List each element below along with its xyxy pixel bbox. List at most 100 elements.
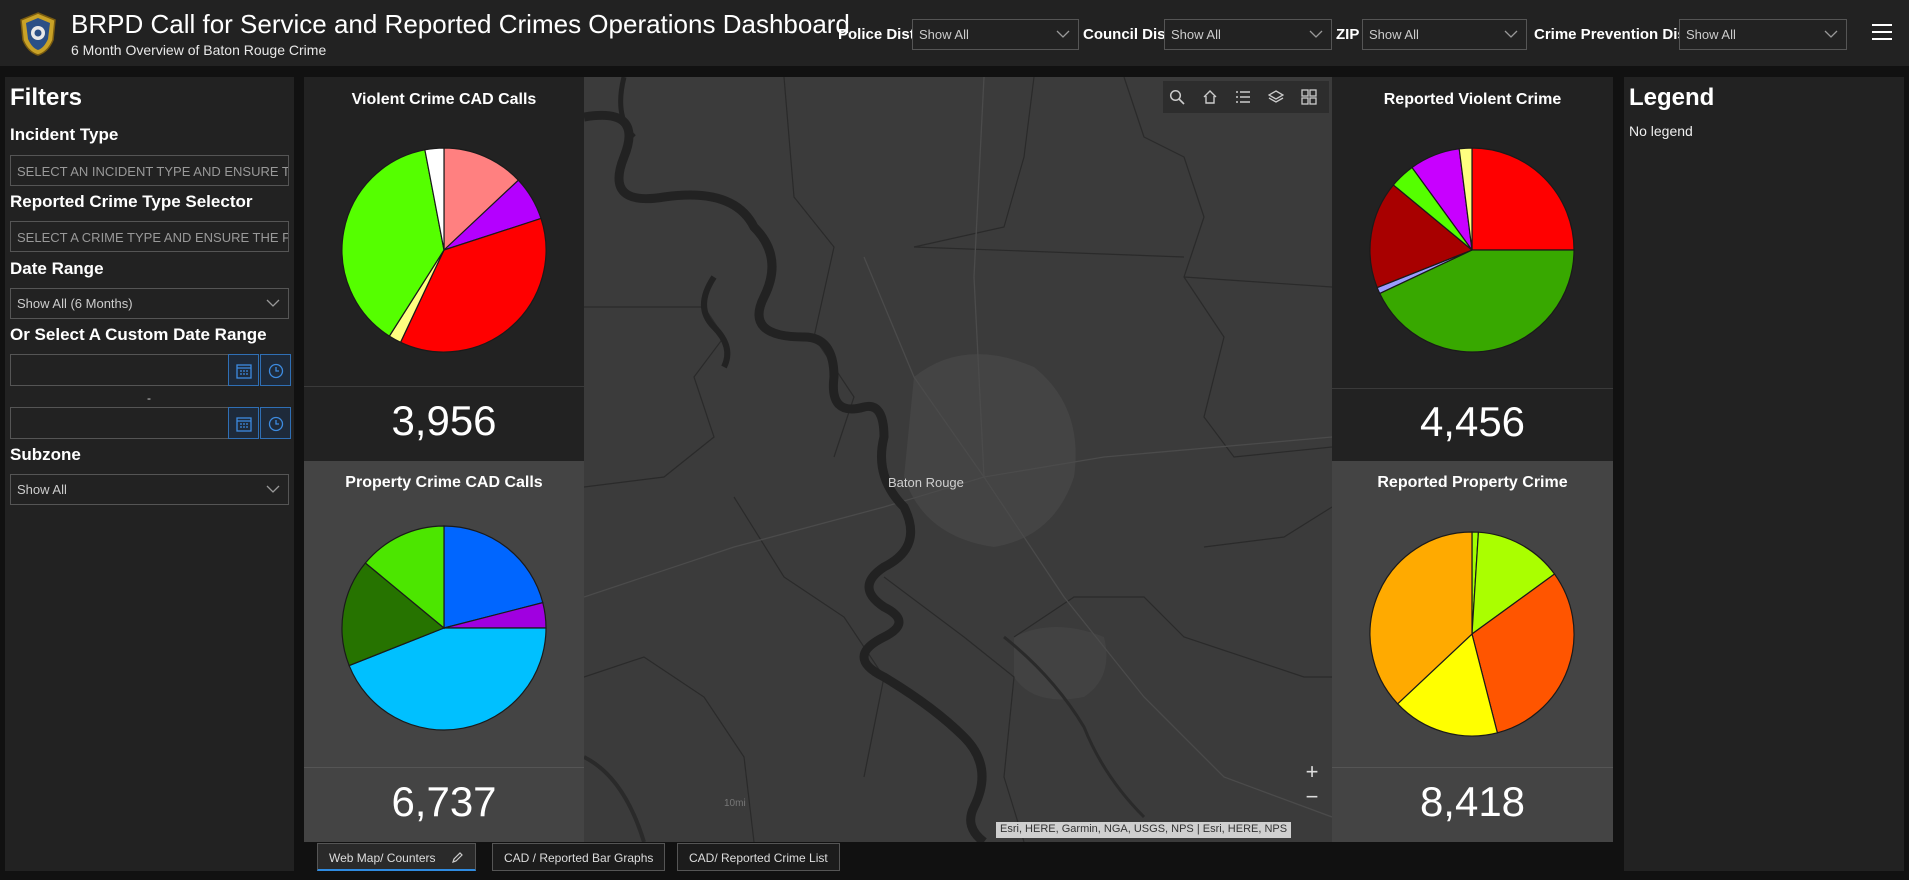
reported-violent-panel: Reported Violent Crime 4,456 [1332, 77, 1613, 461]
property-cad-count: 6,737 [391, 778, 497, 825]
subzone-label: Subzone [10, 445, 81, 464]
zoom-in-button[interactable]: + [1305, 759, 1319, 784]
tab-bar-graphs[interactable]: CAD / Reported Bar Graphs [492, 843, 666, 871]
end-calendar-button[interactable] [228, 407, 259, 439]
filters-title: Filters [10, 84, 83, 111]
pie-slice-3[interactable] [399, 217, 547, 353]
crime-prevention-dist-value: Show All [1686, 27, 1736, 42]
pie-slice-1[interactable] [443, 147, 520, 252]
pie-slice-7[interactable] [1458, 147, 1473, 251]
reported-violent-pie-chart [1369, 147, 1575, 353]
map-scale-label: 10mi [724, 798, 746, 809]
hamburger-menu-icon[interactable] [1872, 24, 1892, 42]
pie-slice-3[interactable] [1471, 573, 1575, 734]
end-date-input[interactable] [10, 407, 230, 439]
pencil-icon[interactable] [451, 851, 464, 864]
pie-slice-5[interactable] [364, 525, 445, 630]
chevron-down-icon [1504, 30, 1518, 38]
pie-slice-4[interactable] [1396, 632, 1499, 737]
zoom-out-button[interactable]: − [1305, 784, 1319, 809]
tab-web-map-counters[interactable]: Web Map/ Counters [317, 843, 476, 871]
calendar-icon [236, 417, 252, 432]
violent-cad-panel: Violent Crime CAD Calls 3,956 [304, 77, 584, 461]
legend-panel: Legend No legend [1624, 77, 1904, 871]
map-city-label: Baton Rouge [888, 475, 964, 490]
reported-violent-title: Reported Violent Crime [1383, 91, 1562, 108]
date-separator: - [147, 391, 151, 405]
council-dist-select[interactable]: Show All [1164, 19, 1332, 50]
council-dist-label: Council Dist [1083, 26, 1171, 43]
chevron-down-icon [266, 299, 280, 307]
police-dist-value: Show All [919, 27, 969, 42]
zip-label: ZIP [1336, 26, 1360, 43]
subzone-value: Show All [17, 482, 67, 497]
crime-prevention-dist-label: Crime Prevention Dist [1534, 26, 1691, 43]
page-title: BRPD Call for Service and Reported Crime… [71, 9, 850, 39]
chevron-down-icon [266, 485, 280, 493]
property-cad-title: Property Crime CAD Calls [345, 474, 543, 491]
home-icon[interactable] [1202, 89, 1218, 105]
pie-slice-5[interactable] [341, 149, 445, 337]
start-time-button[interactable] [260, 354, 291, 386]
end-time-button[interactable] [260, 407, 291, 439]
tab-label: CAD/ Reported Crime List [689, 851, 828, 865]
chevron-down-icon [1056, 30, 1070, 38]
clock-icon [268, 363, 284, 379]
reported-violent-count: 4,456 [1419, 398, 1526, 445]
date-range-label: Date Range [10, 259, 104, 278]
violent-cad-pie-chart [341, 147, 547, 353]
start-date-input[interactable] [10, 354, 230, 386]
search-icon[interactable] [1169, 89, 1185, 105]
map-attribution: Esri, HERE, Garmin, NGA, USGS, NPS | Esr… [996, 822, 1292, 838]
reported-property-panel: Reported Property Crime 8,418 [1332, 461, 1613, 842]
pie-slice-2[interactable] [1471, 531, 1556, 636]
incident-type-label: Incident Type [10, 125, 119, 144]
pie-slice-2[interactable] [1378, 249, 1575, 353]
reported-property-count: 8,418 [1419, 778, 1526, 825]
pie-slice-1[interactable] [443, 525, 544, 629]
layers-icon[interactable] [1268, 89, 1284, 105]
page-subtitle: 6 Month Overview of Baton Rouge Crime [71, 42, 327, 58]
property-cad-pie-chart [341, 525, 547, 731]
subzone-select[interactable]: Show All [10, 474, 289, 505]
council-dist-value: Show All [1171, 27, 1221, 42]
crime-prevention-dist-select[interactable]: Show All [1679, 19, 1847, 50]
zip-select[interactable]: Show All [1362, 19, 1527, 50]
map-basemap [584, 77, 1332, 842]
incident-type-input[interactable]: SELECT AN INCIDENT TYPE AND ENSURE T... [10, 155, 289, 186]
calendar-icon [236, 364, 252, 379]
filters-panel: Filters Incident Type SELECT AN INCIDENT… [5, 77, 294, 871]
pie-slice-4[interactable] [341, 562, 446, 667]
reported-property-pie-chart [1369, 531, 1575, 737]
zip-value: Show All [1369, 27, 1419, 42]
web-map[interactable]: Baton Rouge 10mi + − Esri, HERE, Garmin,… [584, 77, 1332, 842]
violent-cad-count: 3,956 [391, 397, 497, 444]
legend-empty-text: No legend [1629, 123, 1693, 139]
violent-cad-title: Violent Crime CAD Calls [351, 91, 537, 108]
pie-slice-6[interactable] [424, 147, 445, 251]
police-dist-select[interactable]: Show All [912, 19, 1079, 50]
header-bar: BRPD Call for Service and Reported Crime… [0, 0, 1909, 68]
clock-icon [268, 416, 284, 432]
chevron-down-icon [1824, 30, 1838, 38]
map-toolbar [1163, 81, 1329, 113]
date-range-select[interactable]: Show All (6 Months) [10, 288, 289, 319]
tab-crime-list[interactable]: CAD/ Reported Crime List [677, 843, 840, 871]
crime-type-label: Reported Crime Type Selector [10, 192, 253, 211]
reported-property-title: Reported Property Crime [1377, 474, 1568, 491]
pie-slice-1[interactable] [1471, 147, 1575, 251]
police-dist-label: Police Dist [838, 26, 915, 43]
tab-label: Web Map/ Counters [329, 851, 436, 865]
crime-type-input[interactable]: SELECT A CRIME TYPE AND ENSURE THE P... [10, 221, 289, 252]
pie-slice-4[interactable] [1369, 184, 1474, 289]
pie-slice-5[interactable] [1369, 531, 1473, 705]
date-range-value: Show All (6 Months) [17, 296, 133, 311]
police-badge-logo [20, 12, 56, 56]
chevron-down-icon [1309, 30, 1323, 38]
custom-date-range-label: Or Select A Custom Date Range [10, 325, 267, 344]
start-calendar-button[interactable] [228, 354, 259, 386]
pie-slice-3[interactable] [348, 627, 547, 731]
basemap-gallery-icon[interactable] [1301, 89, 1317, 105]
list-icon[interactable] [1235, 89, 1251, 105]
legend-title: Legend [1629, 84, 1715, 111]
